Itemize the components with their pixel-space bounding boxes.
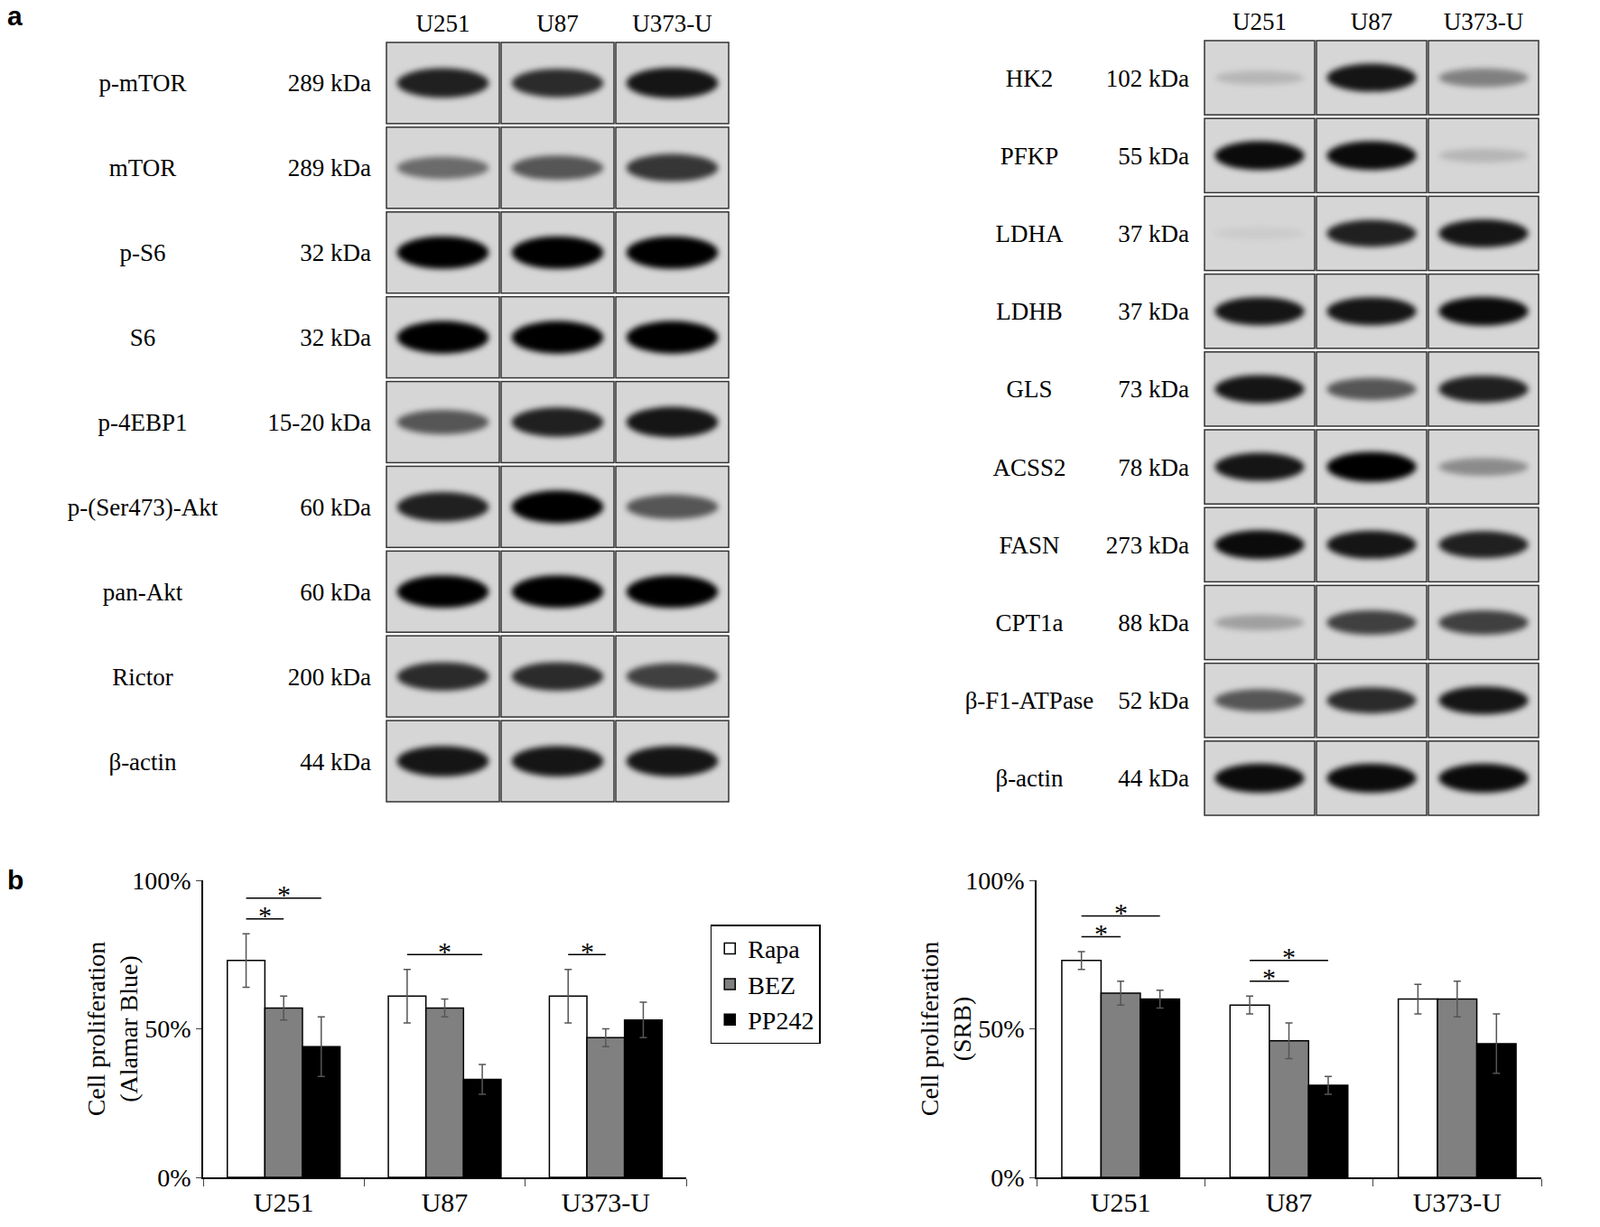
- svg-text:200 kDa: 200 kDa: [288, 663, 372, 691]
- svg-text:PFKP: PFKP: [1000, 142, 1060, 170]
- svg-text:U251: U251: [253, 1187, 315, 1218]
- svg-text:*: *: [1262, 962, 1276, 993]
- svg-text:88 kDa: 88 kDa: [1117, 609, 1190, 637]
- svg-text:100%: 100%: [131, 866, 191, 895]
- svg-text:37 kDa: 37 kDa: [1117, 297, 1190, 326]
- svg-text:FASN: FASN: [998, 531, 1060, 559]
- svg-text:U373-U: U373-U: [632, 9, 713, 38]
- svg-text:*: *: [258, 900, 272, 931]
- svg-text:73 kDa: 73 kDa: [1117, 375, 1190, 403]
- svg-text:289 kDa: 289 kDa: [288, 154, 372, 182]
- svg-text:U373-U: U373-U: [1413, 1187, 1503, 1218]
- svg-text:GLS: GLS: [1005, 375, 1052, 403]
- svg-text:102 kDa: 102 kDa: [1106, 65, 1190, 93]
- svg-text:Rapa: Rapa: [747, 935, 800, 964]
- svg-text:37 kDa: 37 kDa: [1117, 220, 1190, 248]
- svg-text:*: *: [277, 879, 291, 910]
- svg-text:mTOR: mTOR: [109, 154, 177, 182]
- svg-text:p-4EBP1: p-4EBP1: [97, 409, 187, 437]
- svg-text:U373-U: U373-U: [561, 1187, 652, 1218]
- svg-text:p-mTOR: p-mTOR: [98, 69, 187, 97]
- svg-text:Rictor: Rictor: [111, 663, 174, 691]
- svg-text:β-actin: β-actin: [108, 748, 177, 776]
- svg-text:60 kDa: 60 kDa: [299, 493, 372, 521]
- svg-text:32 kDa: 32 kDa: [299, 239, 372, 267]
- svg-text:50%: 50%: [144, 1014, 191, 1043]
- svg-text:U251: U251: [1232, 8, 1287, 36]
- svg-text:*: *: [1114, 897, 1128, 928]
- svg-text:LDHA: LDHA: [995, 220, 1064, 248]
- svg-text:U87: U87: [1265, 1187, 1313, 1218]
- svg-text:p-S6: p-S6: [119, 239, 166, 267]
- svg-text:U251: U251: [1090, 1187, 1152, 1218]
- svg-text:BEZ: BEZ: [747, 971, 796, 1000]
- svg-text:15-20 kDa: 15-20 kDa: [267, 409, 372, 437]
- svg-text:273 kDa: 273 kDa: [1106, 531, 1190, 559]
- svg-text:LDHB: LDHB: [995, 297, 1063, 326]
- svg-text:ACSS2: ACSS2: [992, 454, 1066, 482]
- svg-text:S6: S6: [130, 324, 157, 352]
- svg-text:b: b: [7, 865, 24, 895]
- svg-text:pan-Akt: pan-Akt: [102, 578, 184, 606]
- svg-text:U87: U87: [536, 9, 579, 38]
- svg-text:p-(Ser473)-Akt: p-(Ser473)-Akt: [67, 493, 219, 521]
- svg-text:U87: U87: [1350, 8, 1394, 36]
- svg-text:HK2: HK2: [1005, 65, 1054, 93]
- svg-text:0%: 0%: [990, 1163, 1024, 1192]
- svg-text:*: *: [1094, 918, 1108, 949]
- svg-text:*: *: [580, 936, 595, 967]
- svg-text:β-actin: β-actin: [995, 764, 1064, 792]
- svg-text:Cell proliferation(Alamar Blue: Cell proliferation(Alamar Blue): [82, 941, 143, 1117]
- svg-text:55 kDa: 55 kDa: [1117, 142, 1190, 170]
- svg-text:44 kDa: 44 kDa: [299, 748, 372, 776]
- svg-text:Cell proliferation(SRB): Cell proliferation(SRB): [915, 941, 977, 1117]
- svg-text:U87: U87: [421, 1187, 469, 1218]
- svg-text:78 kDa: 78 kDa: [1117, 454, 1190, 482]
- svg-text:U373-U: U373-U: [1443, 8, 1525, 36]
- svg-text:289 kDa: 289 kDa: [288, 69, 372, 97]
- svg-text:52 kDa: 52 kDa: [1117, 687, 1190, 715]
- svg-text:44 kDa: 44 kDa: [1117, 764, 1190, 792]
- svg-text:a: a: [7, 0, 23, 31]
- svg-text:U251: U251: [416, 9, 471, 38]
- svg-text:*: *: [1282, 941, 1296, 972]
- svg-text:0%: 0%: [157, 1163, 191, 1192]
- svg-text:60 kDa: 60 kDa: [299, 578, 372, 606]
- svg-text:50%: 50%: [977, 1014, 1024, 1043]
- svg-text:*: *: [437, 936, 452, 967]
- svg-text:CPT1a: CPT1a: [995, 609, 1063, 637]
- svg-text:β-F1-ATPase: β-F1-ATPase: [965, 687, 1095, 715]
- svg-text:100%: 100%: [965, 866, 1024, 895]
- svg-text:PP242: PP242: [747, 1006, 814, 1035]
- svg-text:32 kDa: 32 kDa: [299, 324, 372, 352]
